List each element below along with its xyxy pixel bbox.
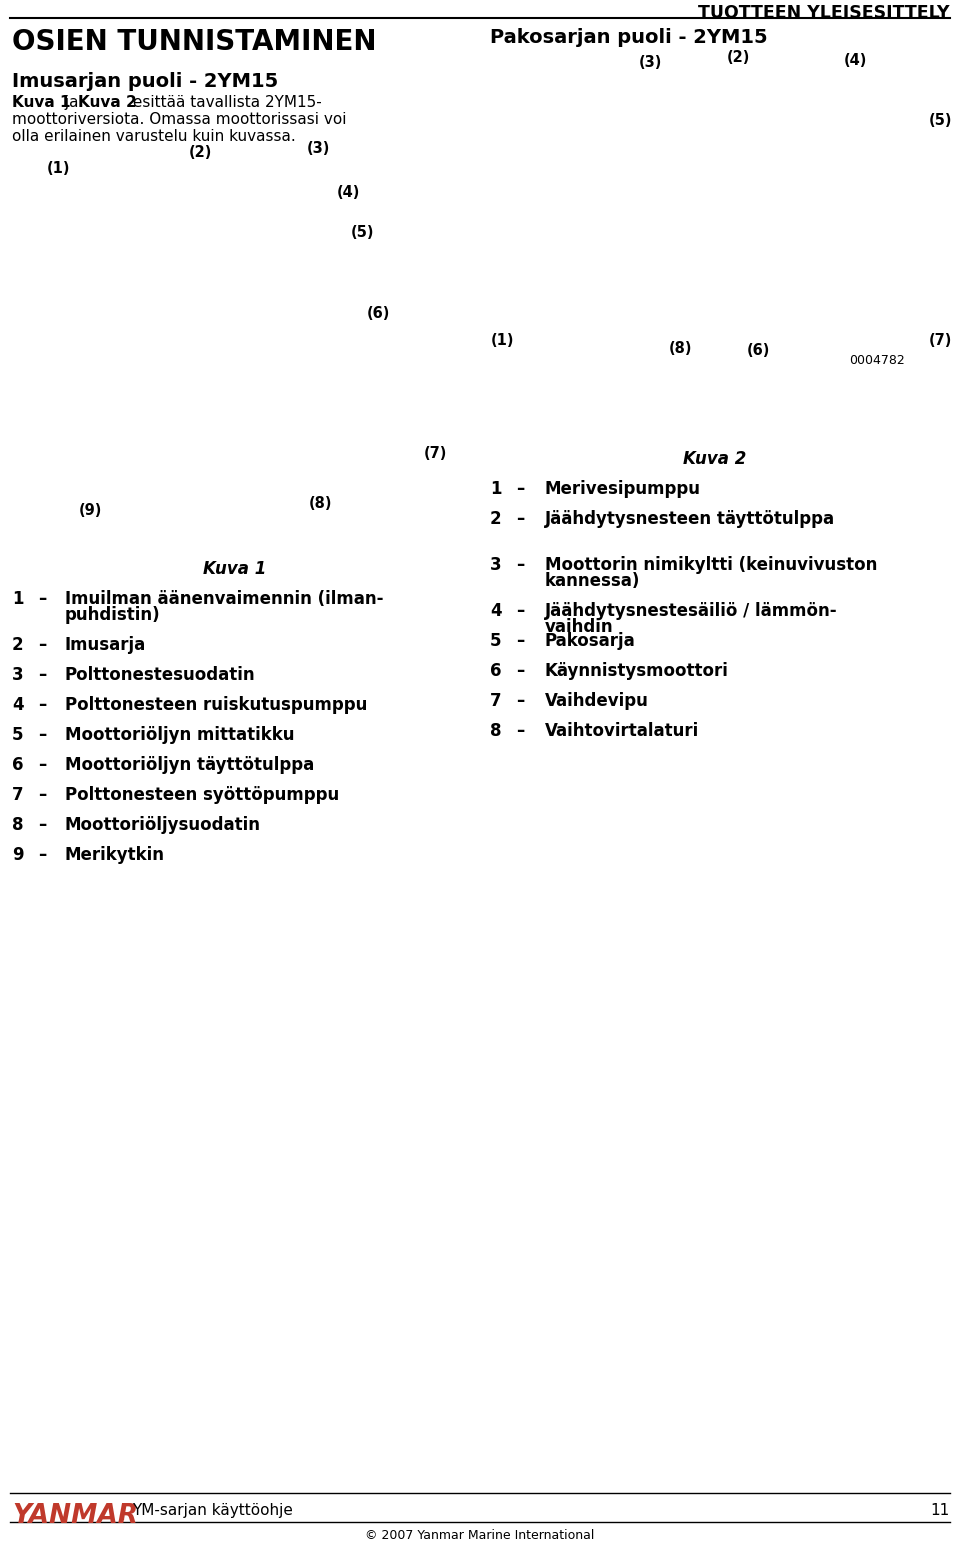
Text: –: – [516,632,524,650]
Text: vaihdin: vaihdin [545,618,613,636]
Text: OSIEN TUNNISTAMINEN: OSIEN TUNNISTAMINEN [12,28,376,55]
Text: Vaihdevipu: Vaihdevipu [545,692,649,710]
Text: 1: 1 [12,590,23,609]
Text: –: – [516,479,524,498]
Text: (8): (8) [308,496,332,510]
Text: Kuva 1: Kuva 1 [204,559,267,578]
Text: 4: 4 [490,603,502,619]
Text: moottoriversiota. Omassa moottorissasi voi: moottoriversiota. Omassa moottorissasi v… [12,112,347,126]
Text: Imusarja: Imusarja [65,636,146,653]
Text: Jäähdytysnestesäiliö / lämmön-: Jäähdytysnestesäiliö / lämmön- [545,603,838,619]
Text: –: – [38,846,46,865]
Text: Kuva 2: Kuva 2 [684,450,747,468]
Text: Imusarjan puoli - 2YM15: Imusarjan puoli - 2YM15 [12,72,278,91]
Text: –: – [38,697,46,713]
Text: (5): (5) [928,112,951,128]
Text: © 2007 Yanmar Marine International: © 2007 Yanmar Marine International [366,1529,594,1541]
Text: Merivesipumppu: Merivesipumppu [545,479,701,498]
Text: (6): (6) [746,342,770,358]
Text: Käynnistysmoottori: Käynnistysmoottori [545,663,729,680]
Text: (2): (2) [188,145,212,160]
Text: 2: 2 [12,636,24,653]
Text: Jäähdytysnesteen täyttötulppa: Jäähdytysnesteen täyttötulppa [545,510,835,529]
Text: –: – [516,603,524,619]
Text: –: – [516,723,524,740]
Text: 4: 4 [12,697,24,713]
Text: (5): (5) [350,225,373,239]
Text: (4): (4) [336,185,360,199]
Text: Vaihtovirtalaturi: Vaihtovirtalaturi [545,723,699,740]
Text: –: – [38,726,46,744]
Text: 6: 6 [12,757,23,774]
Text: Moottoriöljyn täyttötulppa: Moottoriöljyn täyttötulppa [65,757,314,774]
Text: 3: 3 [12,666,24,684]
Text: –: – [38,757,46,774]
Text: 2: 2 [490,510,502,529]
Text: (1): (1) [491,333,514,348]
Text: (3): (3) [306,140,329,156]
Text: esittää tavallista 2YM15-: esittää tavallista 2YM15- [128,96,322,109]
Text: Kuva 2: Kuva 2 [78,96,136,109]
Text: 11: 11 [931,1502,950,1518]
Text: kannessa): kannessa) [545,572,640,590]
Text: 7: 7 [490,692,502,710]
Text: –: – [38,786,46,804]
Text: Polttonesteen ruiskutuspumppu: Polttonesteen ruiskutuspumppu [65,697,368,713]
Text: (7): (7) [423,445,446,461]
Text: Polttonesteen syöttöpumppu: Polttonesteen syöttöpumppu [65,786,339,804]
Text: 3: 3 [490,556,502,573]
Text: Kuva 1: Kuva 1 [12,96,70,109]
Text: –: – [38,817,46,834]
Text: –: – [38,590,46,609]
Text: (2): (2) [727,49,750,65]
Text: 8: 8 [490,723,501,740]
Text: Moottoriöljysuodatin: Moottoriöljysuodatin [65,817,261,834]
Text: –: – [516,663,524,680]
Text: (4): (4) [843,52,867,68]
Text: YANMAR: YANMAR [12,1502,138,1529]
Text: Imuilman äänenvaimennin (ilman-: Imuilman äänenvaimennin (ilman- [65,590,383,609]
Text: 7: 7 [12,786,24,804]
Text: Moottorin nimikyltti (keinuvivuston: Moottorin nimikyltti (keinuvivuston [545,556,877,573]
Text: Pakosarjan puoli - 2YM15: Pakosarjan puoli - 2YM15 [490,28,768,46]
Text: –: – [516,692,524,710]
Text: Moottoriöljyn mittatikku: Moottoriöljyn mittatikku [65,726,295,744]
Text: (6): (6) [367,305,390,321]
Text: puhdistin): puhdistin) [65,606,160,624]
Text: (7): (7) [928,333,951,348]
Text: –: – [516,510,524,529]
Text: (8): (8) [668,341,692,356]
Text: –: – [38,666,46,684]
Text: 5: 5 [490,632,501,650]
Text: YM-sarjan käyttöohje: YM-sarjan käyttöohje [132,1502,293,1518]
Text: ja: ja [60,96,84,109]
Text: –: – [38,636,46,653]
Text: TUOTTEEN YLEISESITTELY: TUOTTEEN YLEISESITTELY [699,5,950,22]
Text: 5: 5 [12,726,23,744]
Text: 8: 8 [12,817,23,834]
Text: 9: 9 [12,846,24,865]
Text: 6: 6 [490,663,501,680]
Text: 0004782: 0004782 [850,353,905,367]
Text: (1): (1) [46,160,70,176]
Text: 1: 1 [490,479,501,498]
Text: Merikytkin: Merikytkin [65,846,165,865]
Text: olla erilainen varustelu kuin kuvassa.: olla erilainen varustelu kuin kuvassa. [12,129,296,143]
Text: Polttonestesuodatin: Polttonestesuodatin [65,666,255,684]
Text: Pakosarja: Pakosarja [545,632,636,650]
Text: (3): (3) [638,54,661,69]
Text: (9): (9) [79,502,102,518]
Text: .: . [118,1504,127,1524]
Text: –: – [516,556,524,573]
